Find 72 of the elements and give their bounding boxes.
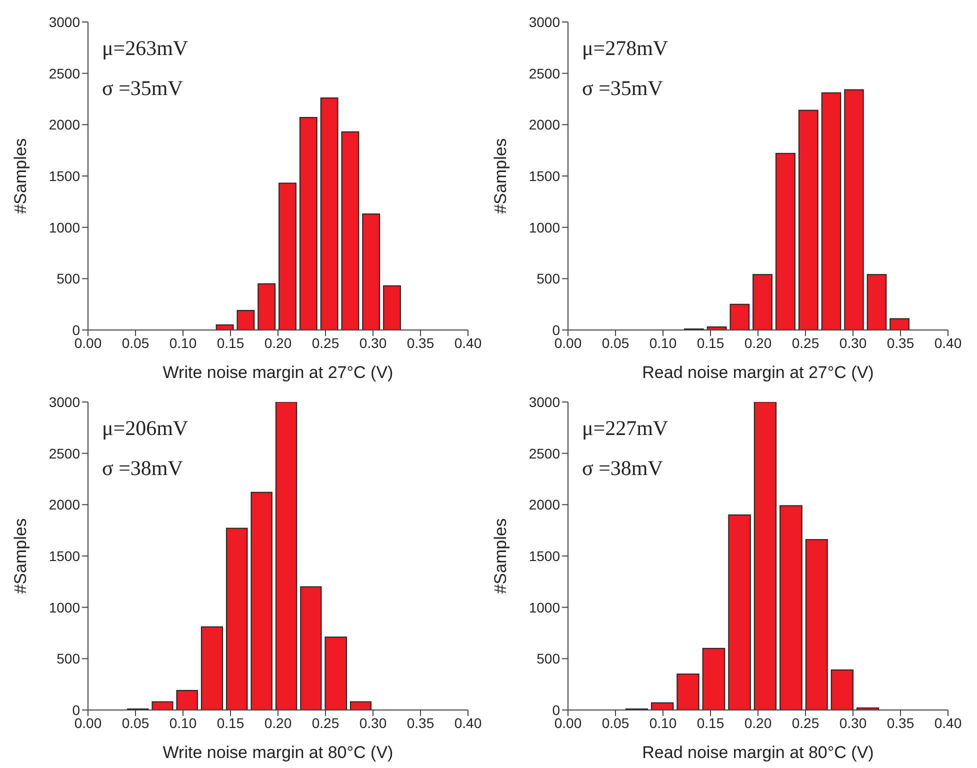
x-tick-label: 0.05 bbox=[602, 714, 630, 731]
x-tick-label: 0.20 bbox=[264, 334, 292, 351]
x-tick-label: 0.10 bbox=[649, 714, 677, 731]
x-tick-label: 0.20 bbox=[744, 714, 772, 731]
x-tick-label: 0.15 bbox=[216, 714, 244, 731]
x-tick-label: 0.10 bbox=[169, 334, 197, 351]
y-axis-title: #Samples bbox=[11, 518, 30, 594]
x-tick-label: 0.20 bbox=[264, 714, 292, 731]
annotation: σ =38mV bbox=[582, 456, 663, 481]
x-tick-label: 0.25 bbox=[792, 714, 820, 731]
annotation: μ=278mV bbox=[582, 36, 668, 61]
annotation: μ=227mV bbox=[582, 416, 668, 441]
annotation: μ=206mV bbox=[102, 416, 188, 441]
y-tick-label: 2500 bbox=[528, 445, 560, 462]
x-tick-label: 0.25 bbox=[792, 334, 820, 351]
y-axis-title: #Samples bbox=[11, 138, 30, 214]
x-tick-label: 0.40 bbox=[454, 714, 482, 731]
x-tick-label: 0.30 bbox=[839, 714, 867, 731]
y-tick-label: 1000 bbox=[528, 599, 560, 616]
x-axis-title: Write noise margin at 27°C (V) bbox=[162, 363, 394, 382]
y-tick-label: 2500 bbox=[48, 65, 80, 82]
y-tick-label: 2000 bbox=[48, 116, 80, 133]
x-tick-label: 0.40 bbox=[934, 334, 962, 351]
x-tick-label: 0.30 bbox=[359, 334, 387, 351]
y-tick-label: 1000 bbox=[48, 219, 80, 236]
x-tick-label: 0.10 bbox=[649, 334, 677, 351]
x-tick-label: 0.30 bbox=[839, 334, 867, 351]
y-tick-label: 1000 bbox=[48, 599, 80, 616]
y-tick-label: 2000 bbox=[528, 116, 560, 133]
x-tick-label: 0.05 bbox=[602, 334, 630, 351]
x-tick-label: 0.35 bbox=[886, 334, 914, 351]
y-tick-label: 1500 bbox=[48, 168, 80, 184]
y-tick-label: 500 bbox=[56, 650, 80, 667]
x-tick-label: 0.25 bbox=[312, 714, 340, 731]
x-axis-title: Read noise margin at 27°C (V) bbox=[642, 363, 874, 382]
y-tick-label: 1500 bbox=[528, 548, 560, 564]
y-axis-title: #Samples bbox=[491, 518, 510, 594]
x-tick-label: 0.35 bbox=[406, 334, 434, 351]
x-tick-label: 0.30 bbox=[359, 714, 387, 731]
x-tick-label: 0.35 bbox=[406, 714, 434, 731]
x-tick-label: 0.05 bbox=[122, 714, 150, 731]
y-tick-label: 3000 bbox=[528, 394, 560, 410]
annotation: σ =35mV bbox=[582, 76, 663, 101]
y-tick-label: 3000 bbox=[48, 14, 80, 30]
y-tick-label: 1500 bbox=[528, 168, 560, 184]
y-tick-label: 1500 bbox=[48, 548, 80, 564]
x-tick-label: 0.35 bbox=[886, 714, 914, 731]
x-tick-label: 0.15 bbox=[696, 334, 724, 351]
y-tick-label: 3000 bbox=[48, 394, 80, 410]
y-tick-label: 3000 bbox=[528, 14, 560, 30]
x-tick-label: 0.15 bbox=[696, 714, 724, 731]
x-tick-label: 0.40 bbox=[454, 334, 482, 351]
y-tick-label: 2000 bbox=[48, 496, 80, 513]
y-tick-label: 500 bbox=[536, 650, 560, 667]
y-tick-label: 500 bbox=[56, 270, 80, 287]
x-tick-label: 0.20 bbox=[744, 334, 772, 351]
y-tick-label: 1000 bbox=[528, 219, 560, 236]
y-tick-label: 500 bbox=[536, 270, 560, 287]
x-axis-title: Write noise margin at 80°C (V) bbox=[162, 743, 394, 762]
x-tick-label: 0.15 bbox=[216, 334, 244, 351]
annotation: μ=263mV bbox=[102, 36, 188, 61]
y-tick-label: 2500 bbox=[528, 65, 560, 82]
x-axis-title: Read noise margin at 80°C (V) bbox=[642, 743, 874, 762]
y-axis-title: #Samples bbox=[491, 138, 510, 214]
x-tick-label: 0.05 bbox=[122, 334, 150, 351]
y-tick-label: 2500 bbox=[48, 445, 80, 462]
annotation: σ =35mV bbox=[102, 76, 183, 101]
x-tick-label: 0.40 bbox=[934, 714, 962, 731]
x-tick-label: 0.10 bbox=[169, 714, 197, 731]
y-tick-label: 2000 bbox=[528, 496, 560, 513]
x-tick-label: 0.25 bbox=[312, 334, 340, 351]
annotation: σ =38mV bbox=[102, 456, 183, 481]
